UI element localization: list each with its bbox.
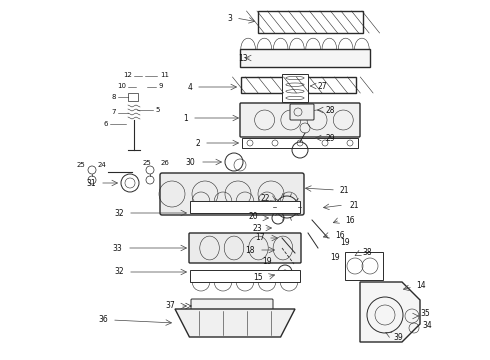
Text: 28: 28	[326, 105, 336, 114]
Text: 9: 9	[158, 83, 163, 89]
Text: 19: 19	[340, 238, 350, 247]
Text: 32: 32	[114, 267, 124, 276]
Text: 6: 6	[103, 121, 108, 127]
Text: 33: 33	[112, 243, 122, 252]
Text: 34: 34	[422, 321, 432, 330]
Text: 19: 19	[330, 253, 340, 262]
Text: 25: 25	[143, 160, 152, 166]
Text: 11: 11	[160, 72, 169, 78]
Text: 17: 17	[255, 233, 265, 242]
Bar	[258, 11, 363, 33]
Text: 29: 29	[326, 134, 336, 143]
Text: 37: 37	[165, 302, 175, 310]
FancyBboxPatch shape	[189, 233, 301, 263]
Text: 20: 20	[248, 212, 258, 220]
Bar	[242, 138, 358, 148]
Polygon shape	[175, 309, 295, 337]
Text: 39: 39	[393, 333, 403, 342]
Text: 31: 31	[86, 179, 96, 188]
Text: 27: 27	[318, 81, 328, 90]
Text: 35: 35	[420, 310, 430, 319]
Text: 16: 16	[345, 216, 355, 225]
Text: 2: 2	[195, 139, 200, 148]
Text: 8: 8	[112, 94, 116, 100]
Bar	[241, 77, 356, 93]
Text: 1: 1	[183, 113, 188, 122]
Text: 4: 4	[187, 82, 192, 91]
Text: 5: 5	[155, 107, 159, 113]
Text: 21: 21	[340, 185, 349, 194]
FancyBboxPatch shape	[290, 104, 314, 120]
Bar	[190, 270, 300, 282]
Bar	[345, 252, 383, 280]
Text: 15: 15	[253, 274, 263, 283]
Text: 12: 12	[123, 72, 132, 78]
Text: 30: 30	[185, 158, 195, 166]
Text: 19: 19	[262, 257, 272, 266]
Text: 38: 38	[362, 248, 371, 257]
Text: 21: 21	[350, 201, 360, 210]
Text: 22: 22	[261, 194, 270, 202]
Bar	[128, 93, 138, 101]
FancyBboxPatch shape	[160, 173, 304, 215]
Text: 7: 7	[112, 109, 116, 115]
FancyBboxPatch shape	[191, 299, 273, 313]
Text: 18: 18	[245, 246, 255, 255]
Text: 23: 23	[252, 224, 262, 233]
Text: 3: 3	[227, 14, 232, 23]
Bar	[282, 74, 308, 102]
Bar	[258, 11, 363, 33]
Bar	[190, 201, 300, 213]
Text: 25: 25	[76, 162, 85, 168]
Text: 26: 26	[161, 160, 170, 166]
Text: 16: 16	[335, 230, 344, 239]
Text: 36: 36	[98, 315, 108, 324]
Polygon shape	[360, 282, 420, 342]
Bar	[240, 49, 370, 67]
Text: 14: 14	[416, 280, 426, 289]
Text: 24: 24	[98, 162, 107, 168]
Text: 10: 10	[117, 83, 126, 89]
Text: 32: 32	[114, 208, 124, 217]
Text: 13: 13	[238, 54, 248, 63]
Bar	[241, 77, 356, 93]
FancyBboxPatch shape	[240, 103, 360, 137]
